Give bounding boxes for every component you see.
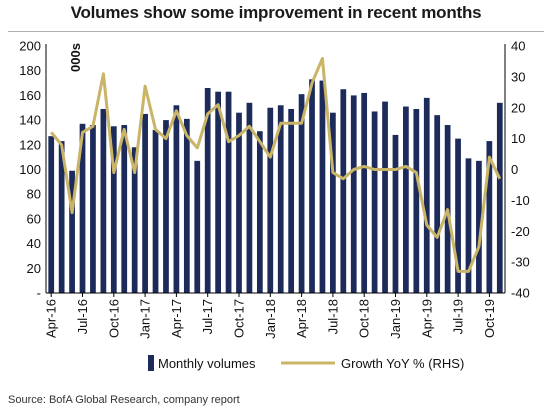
volume-bar: [256, 131, 263, 293]
left-tick-label: 180: [19, 63, 41, 78]
title-divider: [8, 31, 544, 32]
left-tick-label: 80: [27, 187, 41, 202]
growth-line: [50, 56, 502, 273]
right-tick-label: 10: [511, 131, 525, 146]
volume-bar: [79, 123, 86, 293]
volume-bar: [277, 105, 284, 293]
x-axis-ticks: Apr-16 Jul-16 Oct-16 Jan-17 Apr-17 Jul-17 Oct-…: [44, 293, 497, 339]
left-tick-label: 20: [27, 261, 41, 276]
x-tick-label: Apr-17: [169, 299, 184, 338]
volume-bar: [152, 129, 159, 293]
volume-bar: [194, 160, 201, 293]
right-axis-ticks: 40 30 20 10 0 -10 -20 -30 -40: [511, 39, 530, 301]
volume-bar: [173, 105, 180, 293]
volume-bar: [382, 101, 388, 293]
right-tick-label: 0: [511, 162, 518, 177]
volume-bar: [236, 112, 242, 293]
volume-bar: [225, 91, 232, 293]
legend-bar-swatch: [148, 355, 154, 371]
left-tick-label: -: [37, 286, 41, 301]
volume-bar: [48, 136, 55, 293]
right-tick-label: -30: [511, 255, 530, 270]
volume-bar: [486, 141, 493, 293]
volume-bar: [350, 95, 357, 294]
left-tick-label: 120: [19, 137, 41, 152]
volume-bar: [163, 120, 169, 293]
volume-bar: [267, 107, 274, 293]
volume-bar: [496, 102, 503, 293]
legend: Monthly volumes Growth YoY % (RHS): [148, 355, 464, 371]
volume-bar: [131, 147, 138, 293]
volume-bar: [319, 80, 326, 293]
volume-bars: [48, 79, 503, 294]
volume-bar: [58, 141, 65, 293]
left-tick-label: 200: [19, 39, 41, 54]
volume-bar: [455, 138, 461, 294]
volume-bar: [330, 112, 336, 293]
volume-bar: [423, 97, 430, 294]
right-tick-label: -10: [511, 193, 530, 208]
volume-bar: [215, 91, 221, 293]
x-tick-label: Jan-19: [388, 299, 403, 339]
x-tick-label: Oct-18: [357, 299, 372, 338]
volume-bar: [476, 160, 482, 293]
x-tick-label: Oct-16: [106, 299, 121, 338]
volume-bar: [100, 108, 107, 294]
volume-bar: [121, 125, 128, 293]
x-tick-label: Apr-16: [44, 299, 59, 338]
volume-bar: [90, 125, 96, 293]
volume-bar: [183, 118, 190, 294]
x-tick-label: Jan-18: [263, 299, 278, 339]
left-tick-label: 140: [19, 113, 41, 128]
x-tick-label: Oct-19: [482, 299, 497, 338]
volume-bar: [288, 108, 295, 294]
x-tick-label: Jan-17: [138, 299, 153, 339]
legend-label-growth: Growth YoY % (RHS): [341, 356, 464, 371]
legend-label-volumes: Monthly volumes: [158, 356, 256, 371]
x-tick-label: Apr-18: [294, 299, 309, 338]
left-axis-unit-label: 000s: [68, 43, 83, 72]
left-axis-ticks: 200 180 160 140 120 100 80 60 40 20 -: [19, 39, 41, 301]
left-tick-label: 160: [19, 88, 41, 103]
volume-bar: [298, 94, 305, 293]
volume-bar: [110, 126, 117, 294]
chart-title: Volumes show some improvement in recent …: [70, 3, 482, 22]
x-tick-label: Jul-17: [200, 299, 215, 334]
volume-bar: [246, 102, 253, 293]
right-tick-label: 30: [511, 69, 525, 84]
volume-bar: [69, 170, 75, 293]
volume-bar: [204, 87, 211, 294]
left-tick-label: 60: [27, 211, 41, 226]
volume-bar: [371, 111, 378, 294]
volume-bar: [340, 89, 347, 293]
x-tick-label: Oct-17: [232, 299, 247, 338]
volume-bar: [413, 108, 420, 294]
volume-bar: [392, 134, 399, 293]
source-note: Source: BofA Global Research, company re…: [8, 394, 240, 406]
left-tick-label: 100: [19, 162, 41, 177]
volume-bar: [403, 106, 409, 293]
x-tick-label: Jul-18: [325, 299, 340, 334]
right-tick-label: -40: [511, 286, 530, 301]
volume-bar: [142, 113, 148, 294]
right-tick-label: 20: [511, 100, 525, 115]
right-tick-label: 40: [511, 39, 525, 54]
x-tick-label: Jul-19: [451, 299, 466, 334]
volume-bar: [309, 79, 315, 293]
x-tick-label: Apr-19: [419, 299, 434, 338]
volume-bar: [465, 158, 472, 293]
left-tick-label: 40: [27, 236, 41, 251]
x-tick-label: Jul-16: [75, 299, 90, 334]
volume-bar: [434, 115, 441, 293]
volume-bar: [361, 92, 368, 294]
right-tick-label: -20: [511, 224, 530, 239]
